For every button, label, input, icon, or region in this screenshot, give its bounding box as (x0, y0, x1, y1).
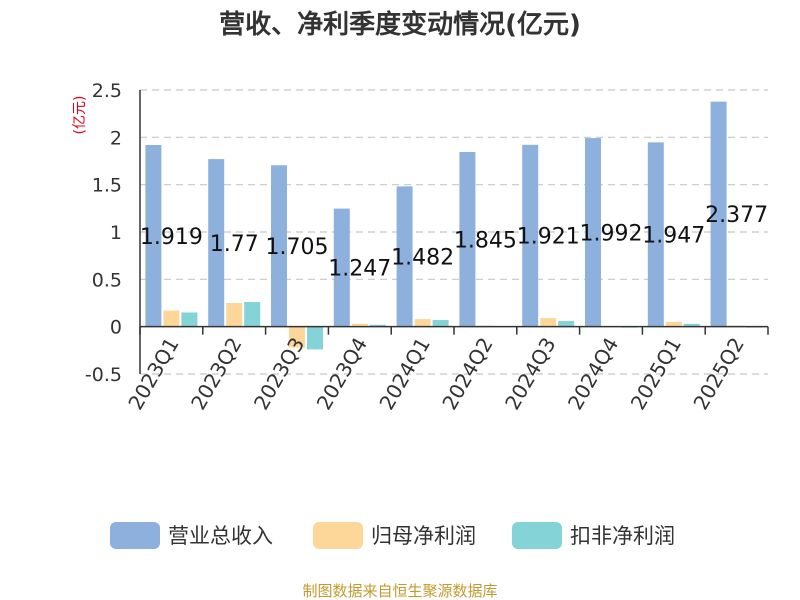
legend-swatch (512, 522, 562, 549)
legend-item[interactable]: 归母净利润 (313, 522, 476, 549)
y-tick-label: 1.5 (92, 175, 122, 197)
chart-title: 营收、净利季度变动情况(亿元) (219, 9, 581, 40)
bar-营业总收入-2025Q2[interactable] (710, 101, 727, 327)
legend-label: 归母净利润 (371, 524, 476, 548)
bar-归母净利润-2024Q1[interactable] (414, 319, 431, 327)
bar-营业总收入-2023Q4[interactable] (333, 208, 350, 327)
data-label: 1.921 (517, 225, 580, 250)
data-label: 1.947 (642, 224, 705, 249)
y-tick-label: -0.5 (85, 364, 122, 386)
y-tick-label: 2.5 (92, 80, 122, 102)
bar-营业总收入-2024Q3[interactable] (522, 144, 539, 327)
y-unit-label: (亿元) (72, 96, 88, 135)
legend-label: 扣非净利润 (570, 524, 675, 548)
bar-营业总收入-2023Q3[interactable] (271, 165, 287, 327)
bar-归母净利润-2023Q2[interactable] (226, 303, 243, 327)
data-label: 2.377 (705, 203, 768, 228)
x-tick-label: 2023Q1 (123, 333, 183, 414)
axes (139, 90, 769, 374)
bar-扣非净利润-2023Q4[interactable] (369, 324, 386, 327)
legend-swatch (110, 522, 160, 549)
bar-归母净利润-2025Q1[interactable] (665, 321, 682, 327)
bar-营业总收入-2023Q1[interactable] (145, 145, 162, 327)
legend-item[interactable]: 扣非净利润 (512, 522, 675, 549)
legend-swatch (313, 522, 363, 549)
bar-归母净利润-2023Q1[interactable] (163, 310, 180, 327)
bar-扣非净利润-2024Q1[interactable] (432, 320, 449, 327)
data-label: 1.992 (580, 221, 643, 246)
bar-扣非净利润-2023Q2[interactable] (244, 302, 261, 327)
bars (145, 101, 763, 350)
bar-营业总收入-2024Q2[interactable] (459, 152, 476, 327)
legend-label: 营业总收入 (168, 524, 273, 548)
bar-营业总收入-2023Q2[interactable] (208, 159, 225, 327)
data-label: 1.482 (391, 246, 454, 271)
legend[interactable]: 营业总收入 归母净利润 扣非净利润 (110, 522, 675, 549)
data-label: 1.919 (140, 225, 203, 250)
y-tick-labels: 2.5 2 1.5 1 0.5 0 -0.5 (85, 80, 122, 386)
bar-营业总收入-2024Q1[interactable] (396, 186, 413, 327)
data-label: 1.77 (210, 232, 259, 257)
x-tick-labels: 2023Q1 2023Q2 2023Q3 2023Q4 2024Q1 2024Q2 2024… (123, 333, 749, 414)
bar-营业总收入-2025Q1[interactable] (647, 142, 664, 327)
bar-扣非净利润-2025Q1[interactable] (683, 323, 700, 327)
data-label: 1.705 (266, 235, 329, 260)
bar-营业总收入-2024Q4[interactable] (585, 138, 601, 327)
bar-归母净利润-2023Q3[interactable] (289, 326, 305, 348)
bar-归母净利润-2024Q3[interactable] (540, 318, 557, 327)
data-label: 1.845 (454, 228, 517, 253)
y-tick-label: 2 (110, 127, 122, 149)
y-tick-label: 0 (110, 317, 122, 339)
grid-lines (140, 89, 768, 375)
bar-扣非净利润-2024Q3[interactable] (558, 320, 575, 327)
y-tick-label: 0.5 (92, 269, 122, 291)
bar-扣非净利润-2023Q1[interactable] (181, 312, 198, 327)
data-label: 1.247 (328, 257, 391, 282)
bar-扣非净利润-2023Q3[interactable] (307, 326, 323, 350)
legend-item[interactable]: 营业总收入 (110, 522, 273, 549)
y-tick-label: 1 (110, 222, 122, 244)
bar-归母净利润-2023Q4[interactable] (351, 323, 368, 327)
source-note: 制图数据来自恒生聚源数据库 (302, 582, 497, 600)
